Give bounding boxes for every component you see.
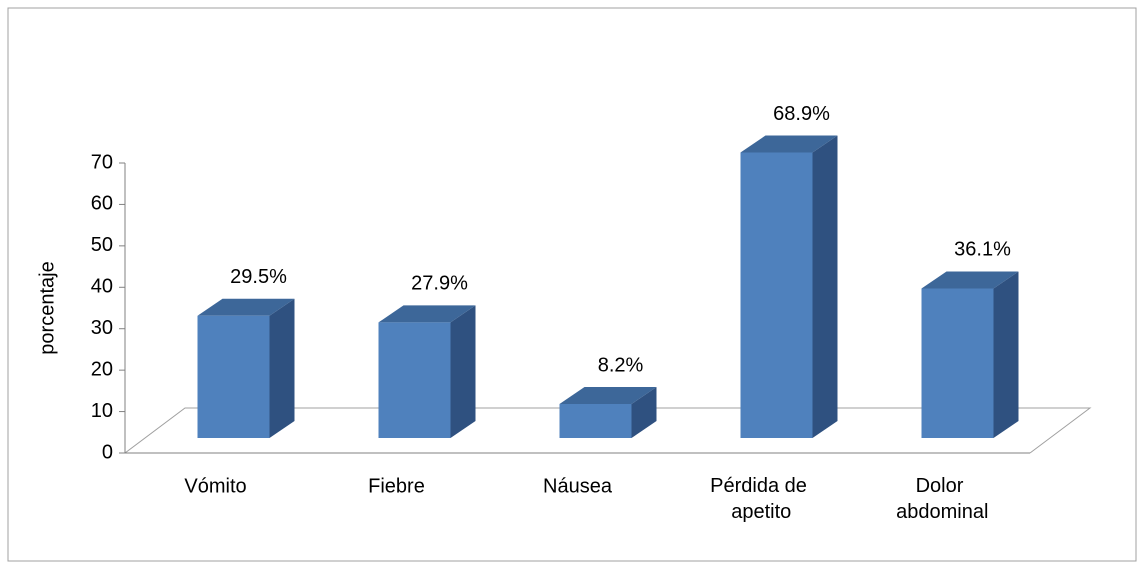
bar-top xyxy=(197,298,295,316)
y-axis-label: porcentaje xyxy=(36,261,58,354)
data-label: 8.2% xyxy=(598,354,644,376)
bar xyxy=(378,305,476,438)
data-label: 29.5% xyxy=(230,266,287,288)
x-tick-label: Fiebre xyxy=(368,475,425,497)
bar-side xyxy=(450,305,476,438)
y-tick-label: 70 xyxy=(91,151,113,173)
bar-front xyxy=(378,322,451,438)
bar-side xyxy=(631,387,657,438)
bar-top xyxy=(378,305,476,323)
y-tick-label: 20 xyxy=(91,358,113,380)
bar-front xyxy=(740,152,813,439)
bar-front xyxy=(559,404,632,438)
x-tick-label: Dolor abdominal xyxy=(891,475,989,523)
y-tick-label: 0 xyxy=(102,441,113,463)
bar xyxy=(197,298,295,438)
bar xyxy=(559,387,657,438)
bar xyxy=(921,271,1019,438)
bar-side xyxy=(269,298,295,438)
y-tick-label: 10 xyxy=(91,400,113,422)
bar-top xyxy=(740,135,838,153)
y-tick-label: 30 xyxy=(91,317,113,339)
bar-top xyxy=(559,387,657,405)
data-label: 68.9% xyxy=(773,103,830,125)
bar-front xyxy=(197,315,270,438)
bar-side xyxy=(812,135,838,439)
y-tick-label: 60 xyxy=(91,193,113,215)
y-tick-label: 50 xyxy=(91,234,113,256)
data-label: 36.1% xyxy=(954,239,1011,261)
x-tick-label: Vómito xyxy=(184,475,246,497)
bar xyxy=(740,135,838,439)
x-tick-label: Pérdida de apetito xyxy=(710,475,807,523)
y-tick-label: 40 xyxy=(91,276,113,298)
x-tick-label: Náusea xyxy=(543,475,613,497)
bar-top xyxy=(921,271,1019,289)
bar-front xyxy=(921,288,994,438)
bar-side xyxy=(993,271,1019,438)
data-label: 27.9% xyxy=(411,273,468,295)
